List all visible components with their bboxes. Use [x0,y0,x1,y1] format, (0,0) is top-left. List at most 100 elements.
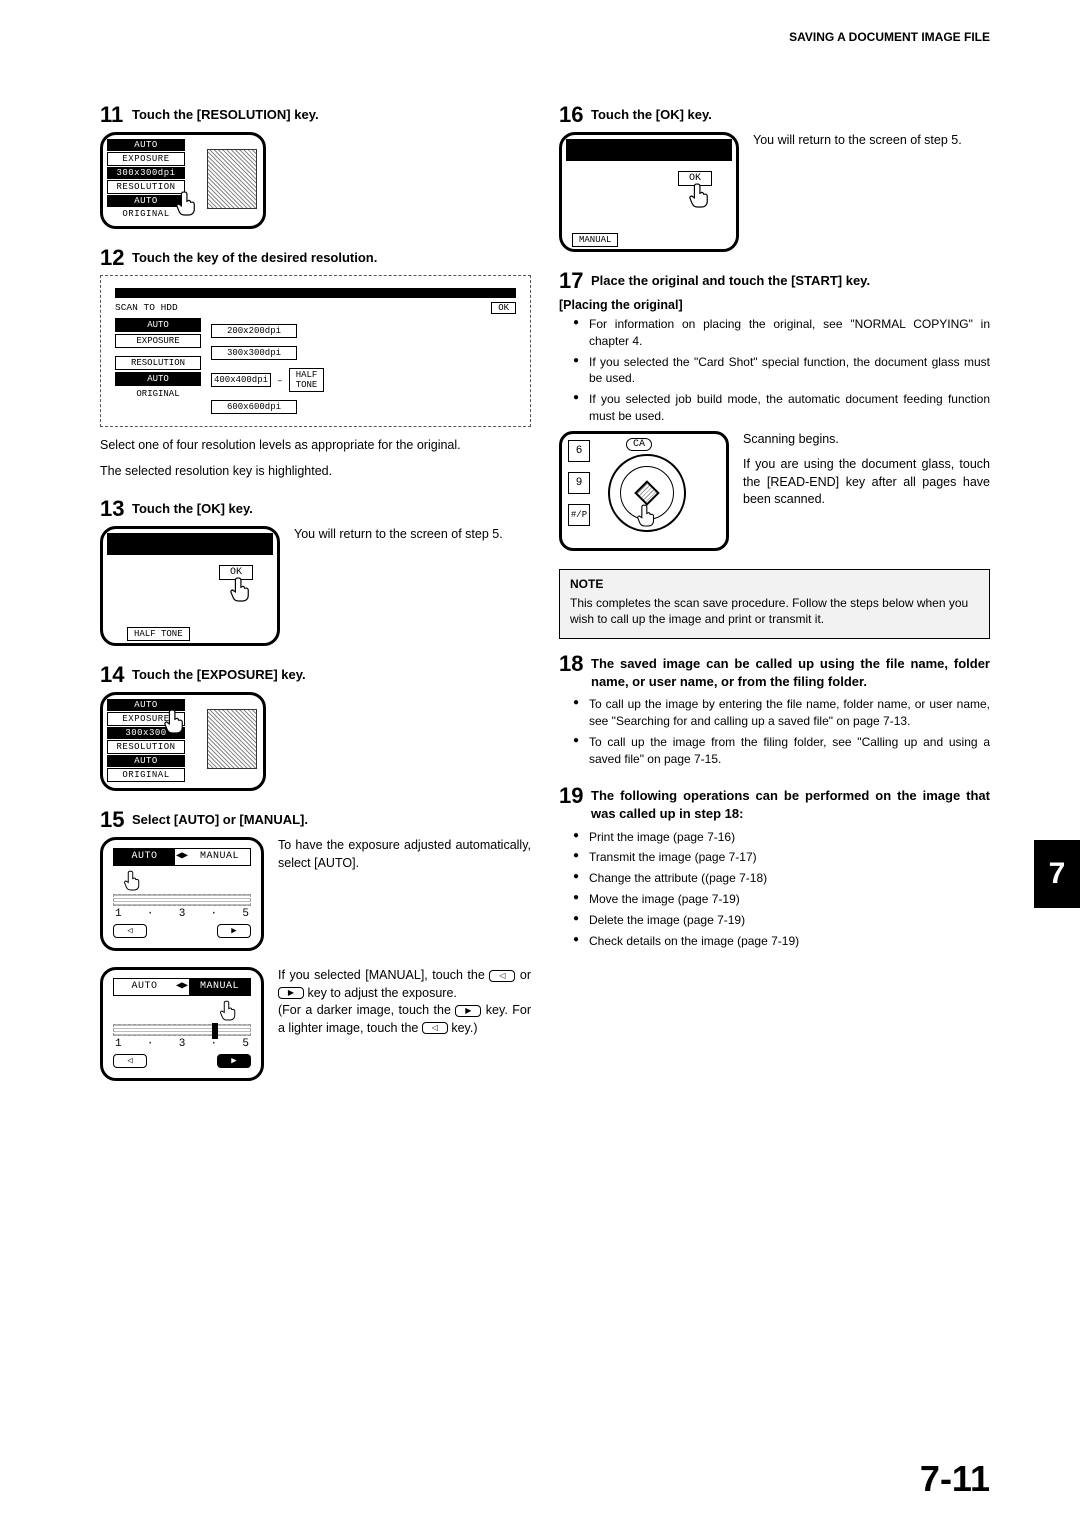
step-19: 19 The following operations can be perfo… [559,785,990,949]
bullet: Print the image (page 7-16) [573,829,990,846]
preview-area [207,149,257,209]
bullet: To call up the image by entering the fil… [573,696,990,730]
step-body: Select one of four resolution levels as … [100,437,531,455]
menu-auto: AUTO [115,318,201,332]
lcd-resolution-menu: AUTO EXPOSURE 300x300dpi RESOLUTION AUTO… [100,132,266,229]
step-number: 11 [100,104,128,126]
res-400[interactable]: 400x400dpi [211,373,271,387]
step-number: 15 [100,809,128,831]
right-column: 16 Touch the [OK] key. OK MANUAL You wil… [559,104,990,1115]
auto-manual-panel-auto: AUTO ◀▶ MANUAL 1 · 3 · [100,837,264,951]
hand-icon [219,1000,237,1026]
step-title: Touch the [OK] key. [132,498,253,518]
auto-manual-panel-manual: AUTO ◀▶ MANUAL 1 · 3 · [100,967,264,1081]
step-18: 18 The saved image can be called up usin… [559,653,990,767]
page-header: SAVING A DOCUMENT IMAGE FILE [100,30,990,44]
ok-button[interactable]: OK [491,302,516,314]
step-12: 12 Touch the key of the desired resoluti… [100,247,531,480]
bullet: If you selected job build mode, the auto… [573,391,990,425]
step-number: 12 [100,247,128,269]
menu-original: ORIGINAL [107,208,185,220]
step-number: 16 [559,104,587,126]
step-body: The selected resolution key is highlight… [100,463,531,481]
menu-auto2: AUTO [107,755,185,767]
hand-icon [636,504,656,532]
menu-resolution: RESOLUTION [107,740,185,754]
bullet: Change the attribute ((page 7-18) [573,870,990,887]
menu-res-value: 300x300dpi [107,167,185,179]
hand-icon [163,709,185,739]
menu-auto2: AUTO [107,195,185,207]
lcd-ok-panel: OK MANUAL [559,132,739,252]
step-body: If you selected [MANUAL], touch the ◁ or… [278,967,531,1037]
step-body: Scanning begins. If you are using the do… [743,431,990,517]
step-14: 14 Touch the [EXPOSURE] key. AUTO EXPOSU… [100,664,531,791]
keypad-9[interactable]: 9 [568,472,590,494]
step-number: 14 [100,664,128,686]
step-title: Place the original and touch the [START]… [591,270,870,290]
hand-icon [123,870,141,896]
step-17: 17 Place the original and touch the [STA… [559,270,990,551]
step-15: 15 Select [AUTO] or [MANUAL]. AUTO ◀▶ MA… [100,809,531,1097]
placing-original-subhead: [Placing the original] [559,298,990,312]
step-number: 18 [559,653,587,675]
darker-button[interactable]: ▶ [217,1054,251,1068]
chapter-tab: 7 [1034,840,1080,908]
lcd-ok-panel: OK HALF TONE [100,526,280,646]
start-key-panel: 6 9 #/P CA [559,431,729,551]
step-title: Touch the key of the desired resolution. [132,247,377,267]
step-title: Touch the [OK] key. [591,104,712,124]
step-number: 13 [100,498,128,520]
hand-icon [229,577,251,607]
halftone-button[interactable]: HALF TONE [289,368,325,392]
menu-auto2: AUTO [115,372,201,386]
lighter-button[interactable]: ◁ [113,924,147,938]
res-200[interactable]: 200x200dpi [211,324,297,338]
lighter-button[interactable]: ◁ [113,1054,147,1068]
menu-exposure: EXPOSURE [115,334,201,348]
res-300[interactable]: 300x300dpi [211,346,297,360]
manual-option[interactable]: MANUAL [189,849,250,865]
step-body: To have the exposure adjusted automatica… [278,837,531,872]
manual-option[interactable]: MANUAL [189,979,250,995]
step-title: Select [AUTO] or [MANUAL]. [132,809,308,829]
page-number: 7-11 [920,1458,990,1500]
step-13: 13 Touch the [OK] key. OK HALF TONE You … [100,498,531,646]
auto-option[interactable]: AUTO [114,979,175,995]
menu-original: ORIGINAL [107,768,185,782]
menu-resolution: RESOLUTION [107,180,185,194]
bullet: For information on placing the original,… [573,316,990,350]
hand-icon [688,183,710,213]
keypad-6[interactable]: 6 [568,440,590,462]
halftone-label: HALF TONE [127,627,190,641]
ca-button[interactable]: CA [626,438,652,451]
darker-button[interactable]: ▶ [217,924,251,938]
left-column: 11 Touch the [RESOLUTION] key. AUTO EXPO… [100,104,531,1115]
step-title: Touch the [EXPOSURE] key. [132,664,306,684]
hand-icon [175,191,197,221]
step-11: 11 Touch the [RESOLUTION] key. AUTO EXPO… [100,104,531,229]
step-title: The following operations can be performe… [591,785,990,822]
step-title: Touch the [RESOLUTION] key. [132,104,319,124]
step-16: 16 Touch the [OK] key. OK MANUAL You wil… [559,104,990,252]
bullet: Delete the image (page 7-19) [573,912,990,929]
keypad-hash-p[interactable]: #/P [568,504,590,526]
res-600[interactable]: 600x600dpi [211,400,297,414]
bullet: To call up the image from the filing fol… [573,734,990,768]
note-box: NOTE This completes the scan save proced… [559,569,990,639]
bullet: Check details on the image (page 7-19) [573,933,990,950]
step-body: You will return to the screen of step 5. [753,132,990,150]
step-title: The saved image can be called up using t… [591,653,990,690]
lcd-exposure-menu: AUTO EXPOSURE 300x300 RESOLUTION AUTO OR… [100,692,266,791]
note-body: This completes the scan save procedure. … [570,595,979,629]
menu-resolution: RESOLUTION [115,356,201,370]
menu-original: ORIGINAL [115,388,201,400]
menu-exposure: EXPOSURE [107,152,185,166]
preview-area [207,709,257,769]
step-number: 17 [559,270,587,292]
note-title: NOTE [570,576,979,593]
auto-option[interactable]: AUTO [114,849,175,865]
step-number: 19 [559,785,587,807]
manual-label: MANUAL [572,233,618,247]
step-body: You will return to the screen of step 5. [294,526,531,544]
